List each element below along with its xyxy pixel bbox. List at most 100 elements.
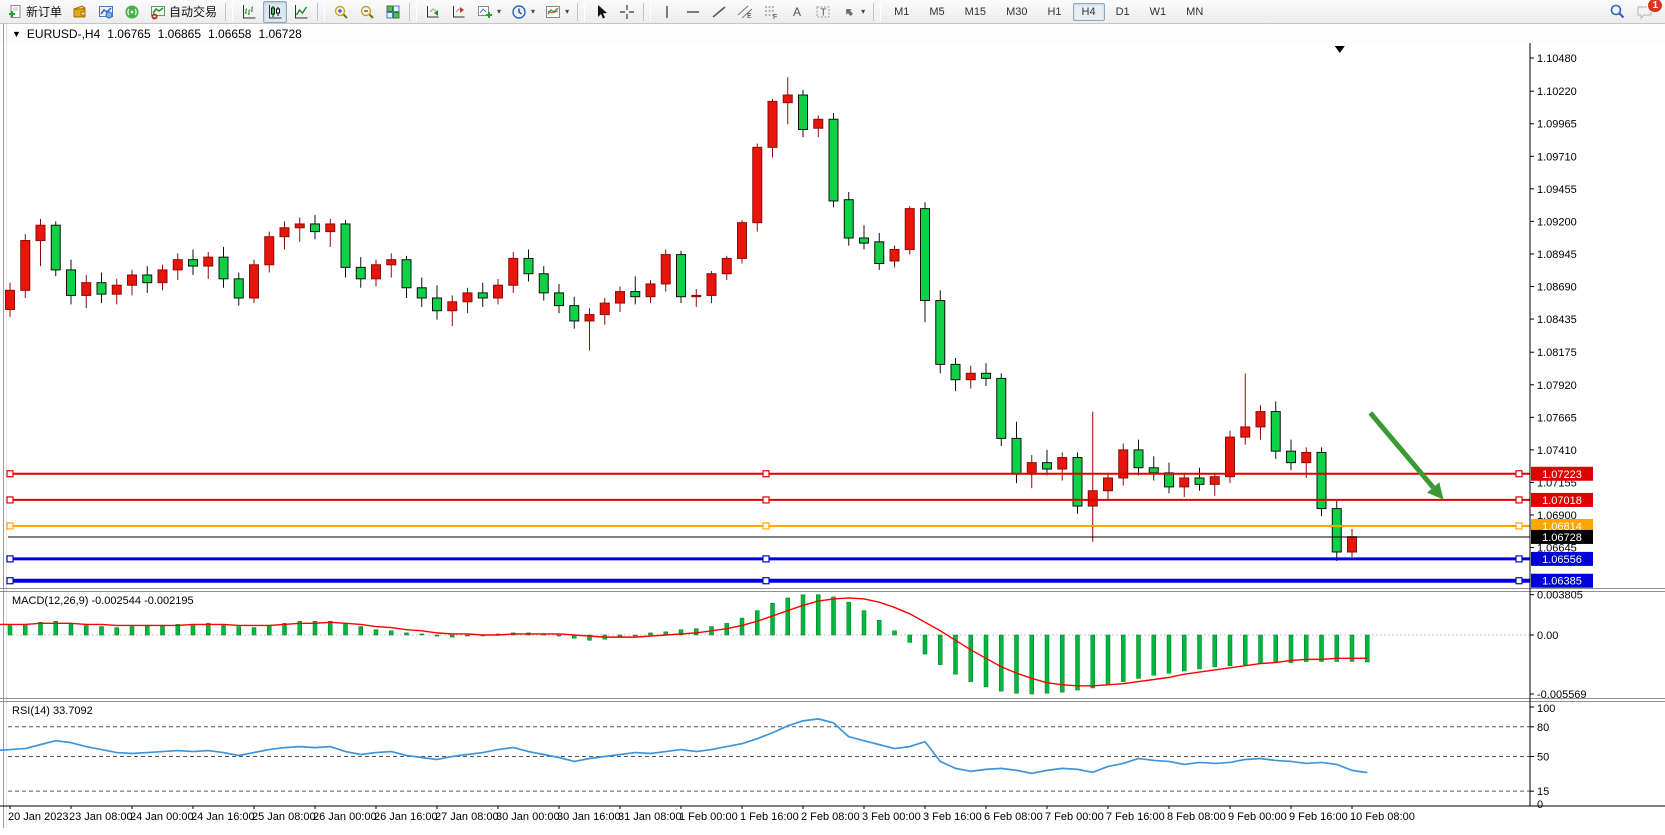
price-badge-1.06814 <box>1531 518 1593 533</box>
hline-handle-1.06556[interactable] <box>762 555 770 563</box>
chart-title-bar: ▼ EURUSD-,H4 1.06765 1.06865 1.06658 1.0… <box>0 25 1665 44</box>
candle-59 <box>889 248 900 262</box>
candle-40 <box>599 302 610 316</box>
arrows-shapes-tool-button[interactable]: ▾ <box>837 1 869 23</box>
periods-button[interactable]: ▾ <box>507 1 539 23</box>
line-chart-mode-button[interactable] <box>289 1 313 23</box>
text-tool-button[interactable]: A <box>785 1 809 23</box>
zoom-in-button[interactable] <box>329 1 353 23</box>
notifications-button[interactable]: 1 <box>1632 0 1663 23</box>
candle-70 <box>1057 457 1068 470</box>
new-order-button[interactable]: 新订单 <box>3 1 66 23</box>
hline-handle-1.07018[interactable] <box>6 496 14 504</box>
trend-arrow-head[interactable] <box>1427 482 1444 500</box>
collapse-chart-icon[interactable]: ▼ <box>12 29 21 39</box>
hline-handle-1.07223[interactable] <box>762 470 770 478</box>
time-axis-label: 30 Jan 16:00 <box>557 811 621 823</box>
templates-button[interactable]: ▾ <box>541 1 573 23</box>
hline-handle-1.06385[interactable] <box>762 577 770 585</box>
horizontal-line-tool-button[interactable] <box>681 1 705 23</box>
tile-windows-button[interactable] <box>381 1 405 23</box>
auto-scroll-button[interactable] <box>421 1 445 23</box>
text-label-tool-button[interactable]: T <box>811 1 835 23</box>
timeframe-m30-button[interactable]: M30 <box>1006 5 1028 18</box>
equidistant-channel-tool-button[interactable]: E <box>733 1 757 23</box>
timeframe-m1-button[interactable]: M1 <box>894 5 910 18</box>
toolbar-separator <box>873 2 882 21</box>
chart-shift-marker[interactable] <box>1334 46 1345 53</box>
time-axis-label: 1 Feb 16:00 <box>740 811 799 823</box>
autotrading-button[interactable]: 自动交易 <box>146 1 221 23</box>
chart-symbol-period: EURUSD-,H4 <box>26 27 101 41</box>
time-axis-label: 8 Feb 08:00 <box>1167 811 1226 823</box>
notification-count-badge: 1 <box>1647 0 1663 13</box>
time-axis-label: 1 Feb 00:00 <box>679 811 738 823</box>
candle-41 <box>615 291 625 304</box>
price-badge-1.06385 <box>1531 573 1593 588</box>
indicators-button[interactable]: ▾ <box>473 1 505 23</box>
timeframe-mn-button[interactable]: MN <box>1186 5 1204 18</box>
candle-82 <box>1240 426 1251 438</box>
price-badge-1.06728 <box>1531 529 1593 544</box>
hline-handle-1.06385[interactable] <box>6 577 14 585</box>
signals-button[interactable] <box>120 1 144 23</box>
zoom-out-button[interactable] <box>355 1 379 23</box>
equidistant-channel-icon: E <box>737 5 753 20</box>
price-badge-1.07018 <box>1531 492 1593 507</box>
trendline-tool-button[interactable] <box>707 1 731 23</box>
macd-axis-label: -0.005569 <box>1537 689 1587 701</box>
chart-shift-button[interactable] <box>447 1 471 23</box>
candle-50 <box>752 146 763 224</box>
candle-22 <box>325 223 336 233</box>
hline-handle-1.07223[interactable] <box>1515 470 1523 478</box>
hline-handle-1.06814[interactable] <box>762 522 770 530</box>
market-watch-button[interactable] <box>94 1 118 23</box>
timeframe-m15-button[interactable]: M15 <box>964 5 987 18</box>
hline-handle-1.07018[interactable] <box>1515 496 1523 504</box>
time-axis-label: 2 Feb 08:00 <box>801 811 860 823</box>
time-axis-label: 10 Feb 08:00 <box>1350 811 1415 823</box>
ohlc-low: 1.06658 <box>208 27 252 41</box>
crosshair-tool-button[interactable] <box>615 1 639 23</box>
fibonacci-tool-button[interactable]: F <box>759 1 783 23</box>
toolbar-separator <box>225 2 234 21</box>
hline-handle-1.07018[interactable] <box>762 496 770 504</box>
timeframe-m5-button[interactable]: M5 <box>929 5 945 18</box>
hline-handle-1.06556[interactable] <box>1515 555 1523 563</box>
candle-89 <box>1347 536 1357 553</box>
timeframe-h4-button[interactable]: H4 <box>1072 2 1105 21</box>
candlestick-mode-button[interactable] <box>263 0 288 23</box>
trend-arrow-annotation[interactable] <box>1368 411 1436 490</box>
timeframe-w1-button[interactable]: W1 <box>1149 5 1167 18</box>
hline-handle-1.06814[interactable] <box>6 522 14 530</box>
bar-chart-mode-button[interactable] <box>237 1 261 23</box>
time-axis-label: 27 Jan 08:00 <box>435 811 499 823</box>
vertical-line-icon <box>666 5 668 18</box>
price-axis-label: 1.09710 <box>1537 151 1577 163</box>
timeframe-group: M1 M5 M15 M30 H1 H4 D1 W1 MN <box>884 2 1213 21</box>
candle-6 <box>81 282 92 296</box>
search-button[interactable] <box>1605 1 1630 23</box>
vertical-line-tool-button[interactable] <box>655 1 679 23</box>
timeframe-d1-button[interactable]: D1 <box>1115 5 1130 18</box>
hline-handle-1.06814[interactable] <box>1515 522 1523 530</box>
candle-13 <box>188 259 198 267</box>
candle-67 <box>1011 437 1022 475</box>
price-badge-1.06556 <box>1531 551 1593 566</box>
rsi-indicator-label: RSI(14) 33.7092 <box>12 705 93 717</box>
cursor-tool-button[interactable] <box>589 1 613 23</box>
toolbar-separator <box>409 2 418 21</box>
trendline-icon <box>712 5 726 18</box>
timeframe-h1-button[interactable]: H1 <box>1047 5 1062 18</box>
hline-handle-1.07223[interactable] <box>6 470 14 478</box>
time-axis-label: 3 Feb 16:00 <box>923 811 982 823</box>
accounts-wallet-button[interactable] <box>68 1 92 23</box>
rsi-axis-label: 100 <box>1537 703 1555 715</box>
candle-8 <box>111 284 122 295</box>
candle-33 <box>493 284 503 299</box>
candle-77 <box>1164 472 1174 488</box>
hline-handle-1.06385[interactable] <box>1515 577 1523 585</box>
candle-35 <box>523 257 534 275</box>
hline-handle-1.06556[interactable] <box>6 555 14 563</box>
